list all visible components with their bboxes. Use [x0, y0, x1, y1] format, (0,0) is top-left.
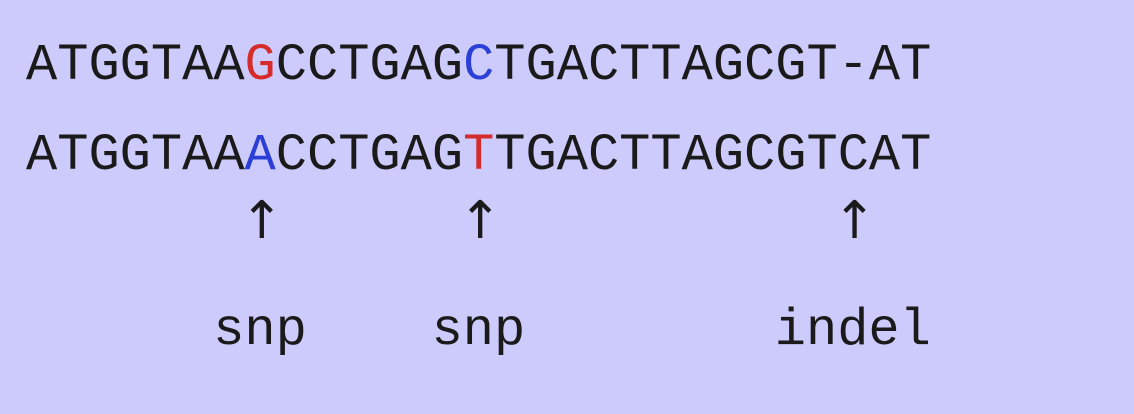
- base: T: [338, 126, 370, 185]
- base: A: [556, 126, 588, 185]
- variant-label-snp: snp: [213, 301, 307, 360]
- base: T: [463, 126, 495, 185]
- base: A: [26, 126, 58, 185]
- base: G: [712, 126, 745, 185]
- base: A: [400, 126, 432, 185]
- base: A: [681, 126, 713, 185]
- base: A: [400, 36, 432, 95]
- base: T: [900, 36, 932, 95]
- base: C: [306, 36, 339, 95]
- base: C: [744, 36, 776, 95]
- base: G: [369, 36, 401, 95]
- base: G: [712, 36, 745, 95]
- base: T: [150, 36, 183, 95]
- base: G: [119, 126, 151, 185]
- base: A: [213, 36, 245, 95]
- base: G: [525, 126, 557, 185]
- base: C: [275, 36, 307, 95]
- base: T: [494, 126, 526, 185]
- base: G: [525, 36, 557, 95]
- base: T: [57, 36, 89, 95]
- base: A: [868, 126, 901, 185]
- base: G: [431, 126, 464, 185]
- base: C: [306, 126, 339, 185]
- base: T: [806, 126, 838, 185]
- up-arrow-icon: ↑: [458, 191, 502, 251]
- base: G: [244, 36, 276, 95]
- base: A: [26, 36, 58, 95]
- base: C: [463, 36, 495, 95]
- base: T: [338, 36, 370, 95]
- base: G: [431, 36, 464, 95]
- base: C: [587, 126, 620, 185]
- base: T: [900, 126, 932, 185]
- base: T: [494, 36, 526, 95]
- base: A: [182, 36, 214, 95]
- base: T: [650, 36, 682, 95]
- base: G: [775, 36, 807, 95]
- base: C: [837, 126, 869, 185]
- base: G: [88, 36, 120, 95]
- base: A: [556, 36, 588, 95]
- base: G: [119, 36, 151, 95]
- base: T: [650, 126, 682, 185]
- base: A: [213, 126, 245, 185]
- base: A: [244, 126, 276, 185]
- base: A: [681, 36, 713, 95]
- base: G: [775, 126, 807, 185]
- base: -: [837, 36, 869, 95]
- base: C: [275, 126, 307, 185]
- base: T: [619, 36, 651, 95]
- variant-label-indel: indel: [774, 301, 931, 360]
- sequence-row-2: ATGGTAAACCTGAGTTGACTTAGCGTCAT: [26, 130, 931, 182]
- up-arrow-icon: ↑: [240, 191, 284, 251]
- base: T: [150, 126, 183, 185]
- variant-label-snp: snp: [431, 301, 526, 360]
- base: C: [744, 126, 776, 185]
- base: G: [88, 126, 120, 185]
- sequence-row-1: ATGGTAAGCCTGAGCTGACTTAGCGT-AT: [26, 40, 931, 92]
- base: T: [619, 126, 651, 185]
- base: T: [806, 36, 838, 95]
- up-arrow-icon: ↑: [832, 191, 877, 251]
- base: T: [57, 126, 89, 185]
- base: A: [182, 126, 214, 185]
- base: A: [868, 36, 901, 95]
- base: C: [587, 36, 620, 95]
- base: G: [369, 126, 401, 185]
